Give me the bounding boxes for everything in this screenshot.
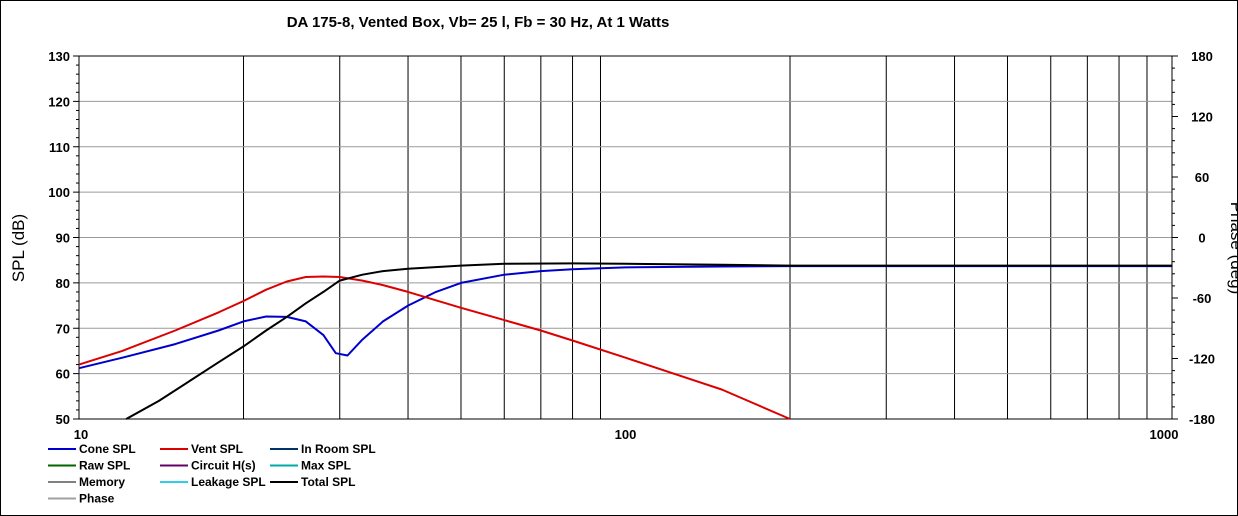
series-line-total-spl xyxy=(125,262,1172,420)
legend-item: Circuit H(s) xyxy=(160,459,256,473)
legend-label: Max SPL xyxy=(301,459,351,473)
legend-label: Leakage SPL xyxy=(191,475,266,489)
legend-label: Total SPL xyxy=(301,475,355,489)
y2-tick-label: 60 xyxy=(1195,170,1209,185)
legend-item: Raw SPL xyxy=(48,459,130,473)
y-tick-label: 100 xyxy=(48,185,70,200)
x-tick-label: 100 xyxy=(615,427,637,442)
grid xyxy=(79,55,1172,420)
legend-label: Circuit H(s) xyxy=(191,459,256,473)
legend-item: Leakage SPL xyxy=(160,475,266,489)
legend-label: Raw SPL xyxy=(79,459,130,473)
y2-tick-label: 0 xyxy=(1198,231,1205,246)
y-tick-label: 120 xyxy=(48,94,70,109)
y-tick-label: 90 xyxy=(56,231,70,246)
y2-tick-label: -120 xyxy=(1189,352,1215,367)
x-tick-label: 10 xyxy=(74,427,88,442)
x-tick-label: 1000 xyxy=(1150,427,1179,442)
y-tick-label: 50 xyxy=(56,412,70,427)
y-tick-label: 80 xyxy=(56,276,70,291)
series-line-vent-spl xyxy=(78,275,791,420)
legend-item: Cone SPL xyxy=(48,442,136,456)
legend-item: Vent SPL xyxy=(160,442,243,456)
y2-tick-label: -180 xyxy=(1189,412,1215,427)
axis-ticks: 50 60 70 80 90 100 110 120 130 -180 -120 -60 0 60 120 1… xyxy=(48,49,1215,442)
y2-tick-label: -60 xyxy=(1193,291,1212,306)
series-line-cone-spl xyxy=(78,265,1172,370)
y-tick-label: 130 xyxy=(48,49,70,64)
legend-item: In Room SPL xyxy=(270,442,376,456)
legend-label: Memory xyxy=(79,475,125,489)
chart-title: DA 175-8, Vented Box, Vb= 25 l, Fb = 30 … xyxy=(287,14,670,31)
y2-axis-label: Phase (deg) xyxy=(1227,202,1238,295)
y2-tick-label: 120 xyxy=(1191,110,1213,125)
legend-label: In Room SPL xyxy=(301,442,376,456)
legend-item: Total SPL xyxy=(270,475,355,489)
series-lines xyxy=(78,262,1172,420)
y-axis-label: SPL (dB) xyxy=(9,214,28,282)
legend: Cone SPL Raw SPL Memory Phase Vent SPL Circui… xyxy=(48,442,376,506)
legend-item: Max SPL xyxy=(270,459,351,473)
legend-label: Cone SPL xyxy=(79,442,136,456)
y-tick-label: 60 xyxy=(56,367,70,382)
legend-label: Vent SPL xyxy=(191,442,243,456)
legend-item: Phase xyxy=(48,492,115,506)
y-tick-label: 110 xyxy=(49,140,70,155)
y2-tick-label: 180 xyxy=(1191,49,1213,64)
legend-item: Memory xyxy=(48,475,125,489)
y-tick-label: 70 xyxy=(56,321,70,336)
legend-label: Phase xyxy=(79,492,115,506)
